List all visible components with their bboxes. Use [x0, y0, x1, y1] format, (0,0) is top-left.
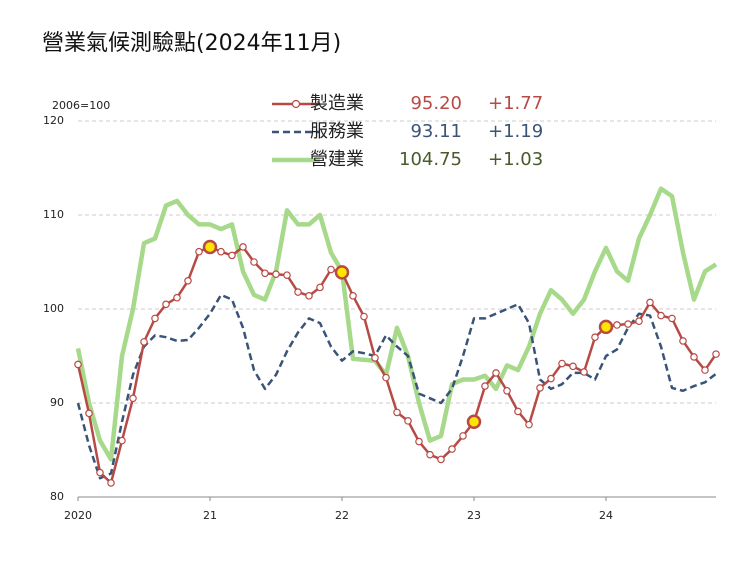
point [250, 258, 258, 266]
point [305, 292, 313, 300]
point [184, 276, 192, 285]
legend-label: 製造業 [310, 93, 364, 114]
point [514, 407, 522, 416]
point [448, 445, 456, 453]
legend-label: 服務業 [310, 121, 364, 142]
point [283, 271, 291, 279]
highlight-point [466, 414, 482, 430]
point [580, 368, 588, 376]
point [272, 270, 280, 279]
point [459, 432, 467, 440]
y-tick-label: 80 [50, 490, 64, 503]
point [712, 350, 720, 358]
point [690, 353, 698, 361]
legend-latest: 95.20 [410, 93, 462, 114]
point [371, 354, 379, 362]
highlight-point [334, 265, 350, 280]
point [635, 317, 643, 326]
x-tick-label: 23 [467, 509, 481, 522]
legend-change: +1.77 [488, 93, 543, 114]
point [261, 269, 269, 278]
point [701, 366, 709, 374]
x-tick-label: 2020 [64, 509, 92, 522]
point [503, 386, 511, 395]
point [195, 247, 203, 256]
point [624, 320, 632, 328]
legend-latest: 93.11 [410, 121, 462, 142]
x-tick-label: 21 [203, 509, 217, 522]
point [74, 360, 82, 369]
point [657, 311, 665, 320]
highlight-point [598, 319, 614, 335]
point [558, 359, 566, 368]
y-tick-label: 90 [50, 396, 64, 409]
point [569, 362, 577, 371]
point [239, 243, 247, 251]
chart-title: 營業氣候測驗點(2024年11月) [42, 31, 341, 56]
legend-label: 營建業 [310, 149, 364, 170]
point [481, 382, 489, 390]
series-line [75, 186, 718, 462]
point [382, 373, 390, 382]
point [591, 333, 599, 342]
point [404, 417, 412, 425]
point [316, 283, 324, 292]
point [492, 369, 500, 377]
point [129, 394, 137, 403]
y-tick-label: 110 [43, 208, 64, 221]
point [613, 321, 621, 329]
legend-change: +1.19 [488, 121, 543, 142]
y-tick-label: 120 [43, 114, 64, 127]
legend-marker [291, 99, 301, 109]
highlight-point [202, 239, 218, 255]
series-line [76, 245, 718, 485]
point [217, 247, 225, 256]
point [294, 288, 302, 296]
point [173, 293, 181, 302]
point [107, 479, 115, 487]
point [415, 437, 423, 446]
point [96, 468, 104, 477]
point [525, 420, 533, 429]
x-tick-label: 24 [599, 509, 613, 522]
series-line [76, 293, 717, 480]
y-tick-label: 100 [43, 302, 64, 315]
point [426, 450, 434, 459]
point [679, 337, 687, 345]
x-tick-label: 22 [335, 509, 349, 522]
point [646, 298, 654, 307]
point [437, 455, 445, 464]
point [228, 251, 236, 260]
point [118, 436, 126, 445]
point [140, 338, 148, 346]
point [393, 408, 401, 417]
point [327, 265, 335, 274]
unit-label: 2006=100 [52, 99, 110, 112]
point [349, 292, 357, 300]
point [668, 314, 676, 323]
legend-latest: 104.75 [399, 149, 462, 170]
point [547, 374, 555, 383]
legend-change: +1.03 [488, 149, 543, 170]
point [162, 300, 170, 309]
point [85, 409, 93, 418]
point [536, 384, 544, 392]
point [151, 314, 159, 323]
point [360, 312, 368, 321]
